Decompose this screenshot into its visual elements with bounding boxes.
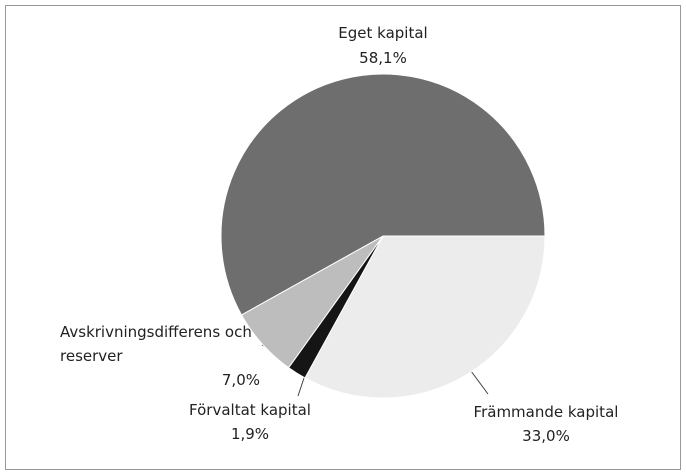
slice-value-label: 33,0%	[522, 427, 570, 445]
slice-label: Avskrivningsdifferens och reserver	[60, 323, 252, 365]
slice-label: Förvaltat kapital	[189, 401, 311, 419]
frame	[5, 5, 681, 470]
slice-value-label: 1,9%	[230, 425, 270, 443]
pie-slice	[304, 235, 546, 399]
slice-value-label: 7,0%	[221, 371, 260, 389]
slice-label: Främmande kapital	[473, 403, 619, 421]
slice-value-label: 58,1%	[359, 49, 407, 67]
slice-label: Eget kapital	[338, 24, 428, 42]
pie-slice	[220, 73, 546, 316]
